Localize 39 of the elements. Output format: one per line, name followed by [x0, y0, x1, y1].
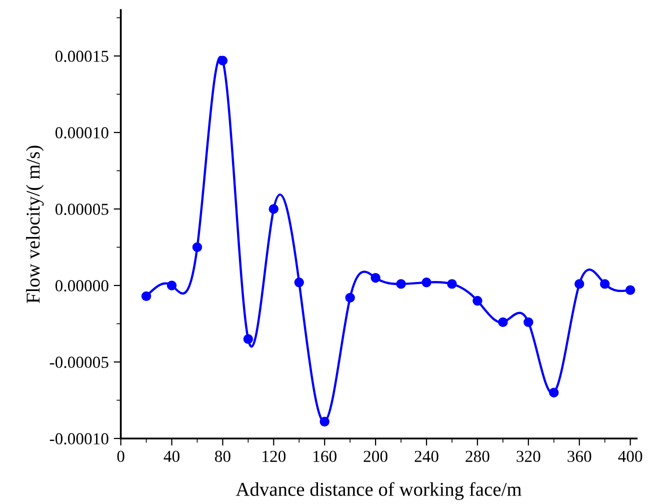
point — [192, 242, 202, 252]
point — [549, 388, 559, 398]
y-tick-label: -0.00010 — [50, 433, 108, 444]
point — [294, 278, 304, 288]
point — [472, 296, 482, 306]
point — [524, 317, 534, 328]
point — [600, 279, 610, 289]
x-tick-label: 320 — [516, 450, 540, 462]
x-tick-label: 160 — [314, 450, 336, 462]
x-tick-label: 80 — [215, 450, 230, 462]
point — [320, 416, 330, 427]
x-tick-label: 400 — [618, 450, 642, 462]
point — [345, 292, 355, 303]
point — [447, 279, 457, 289]
x-tick-label: 120 — [262, 450, 286, 462]
y-axis-title: Flow velocity/( m/s) — [26, 146, 44, 304]
point — [498, 317, 508, 328]
point — [243, 334, 254, 344]
point — [574, 279, 584, 289]
x-tick-label: 280 — [466, 450, 490, 462]
x-tick-label: 200 — [364, 450, 388, 462]
point — [166, 280, 177, 290]
point — [370, 272, 380, 283]
point — [422, 278, 432, 288]
point — [268, 204, 279, 214]
point — [396, 279, 406, 289]
x-tick-label: 360 — [568, 450, 592, 462]
x-tick-label: 40 — [164, 450, 180, 462]
y-tick-label: -0.00005 — [50, 356, 108, 368]
x-tick-label: 240 — [414, 450, 438, 462]
y-tick-label: 0.00010 — [55, 127, 108, 138]
point — [141, 291, 152, 302]
x-tick-label: 0 — [117, 450, 124, 462]
y-tick-label: 0.00000 — [55, 280, 108, 292]
point — [218, 56, 228, 66]
point — [625, 285, 636, 295]
y-tick-label: 0.00005 — [55, 204, 108, 215]
x-axis-title: Advance distance of working face/m — [236, 482, 522, 500]
y-tick-label: 0.00015 — [55, 50, 108, 62]
